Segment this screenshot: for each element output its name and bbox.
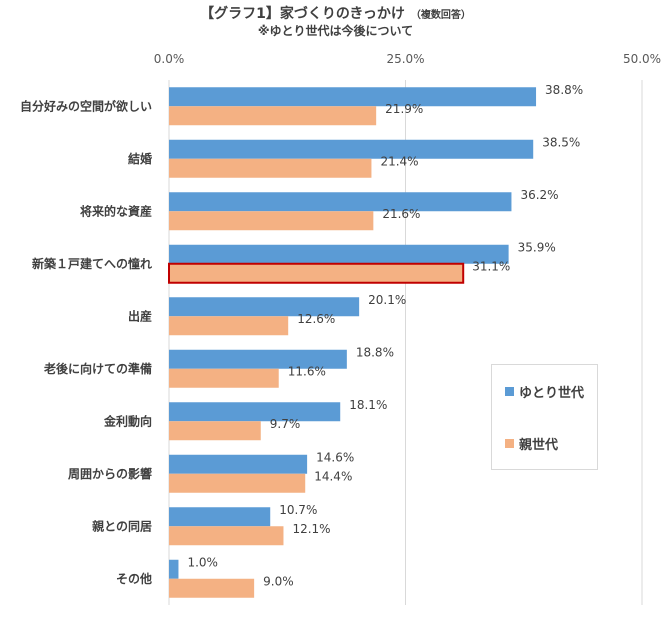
x-tick-label: 0.0% (154, 52, 185, 66)
data-label: 9.0% (263, 574, 294, 588)
data-label: 21.6% (382, 207, 420, 221)
category-label: 結婚 (128, 151, 152, 166)
legend-label-series-1: ゆとり世代 (519, 386, 585, 401)
x-tick-label: 50.0% (623, 52, 661, 66)
category-label: 出産 (128, 308, 152, 323)
bar-series-2 (168, 262, 465, 284)
category-label: 新築１戸建てへの憧れ (32, 256, 152, 271)
chart-title-text: 【グラフ1】家づくりのきっかけ (200, 6, 405, 22)
bar-series-2 (169, 526, 284, 546)
data-label: 9.7% (270, 417, 301, 431)
chart-subtitle: ※ゆとり世代は今後について (257, 24, 414, 38)
bar-series-2 (169, 316, 289, 336)
bar-series-1 (169, 559, 179, 579)
bar-series-1 (169, 454, 308, 474)
category-label: 将来的な資産 (80, 203, 152, 218)
bar-series-1 (169, 139, 534, 159)
chart-title-note: （複数回答） (410, 10, 471, 21)
data-label: 12.6% (297, 312, 335, 326)
data-label: 11.6% (288, 364, 326, 378)
legend-item-series-1: ゆとり世代 (505, 382, 584, 401)
category-label: 周囲からの影響 (68, 466, 152, 481)
data-label: 10.7% (279, 503, 317, 517)
data-label: 14.6% (316, 450, 354, 464)
bar-series-2 (169, 578, 255, 598)
legend-swatch-series-1 (505, 387, 514, 396)
bar-series-2 (169, 211, 374, 231)
data-label: 14.4% (314, 469, 352, 483)
category-label: 親との同居 (92, 518, 152, 533)
bar-series-2 (169, 106, 377, 126)
category-label: 老後に向けての準備 (44, 361, 152, 376)
bar-series-1 (169, 244, 509, 264)
bar-series-1 (169, 402, 341, 422)
legend-item-series-2: 親世代 (505, 434, 558, 453)
category-label: 金利動向 (103, 413, 152, 428)
category-label: その他 (116, 571, 152, 586)
x-tick-label: 25.0% (386, 52, 424, 66)
legend-swatch-series-2 (505, 439, 514, 448)
bar-series-1 (169, 349, 347, 369)
bar-series-1 (169, 192, 512, 212)
data-label: 20.1% (368, 293, 406, 307)
data-label: 21.4% (380, 154, 418, 168)
data-label: 18.8% (356, 345, 394, 359)
data-label: 31.1% (472, 259, 510, 273)
data-label: 38.8% (545, 83, 583, 97)
bar-series-2 (169, 473, 306, 493)
bar-series-1 (169, 507, 271, 527)
data-label: 38.5% (542, 135, 580, 149)
bar-series-2 (169, 421, 261, 441)
data-label: 36.2% (520, 188, 558, 202)
data-label: 21.9% (385, 102, 423, 116)
data-label: 35.9% (518, 240, 556, 254)
bar-series-1 (169, 297, 360, 317)
data-label: 18.1% (349, 398, 387, 412)
chart-title: 【グラフ1】家づくりのきっかけ （複数回答） (0, 3, 671, 23)
data-label: 1.0% (187, 555, 218, 569)
legend: ゆとり世代 親世代 (491, 364, 598, 470)
bar-series-2 (169, 158, 372, 178)
bar-series-1 (169, 87, 537, 107)
data-label: 12.1% (292, 522, 330, 536)
legend-label-series-2: 親世代 (519, 438, 559, 453)
bar-series-2 (169, 368, 279, 388)
category-label: 自分好みの空間が欲しい (20, 98, 152, 113)
